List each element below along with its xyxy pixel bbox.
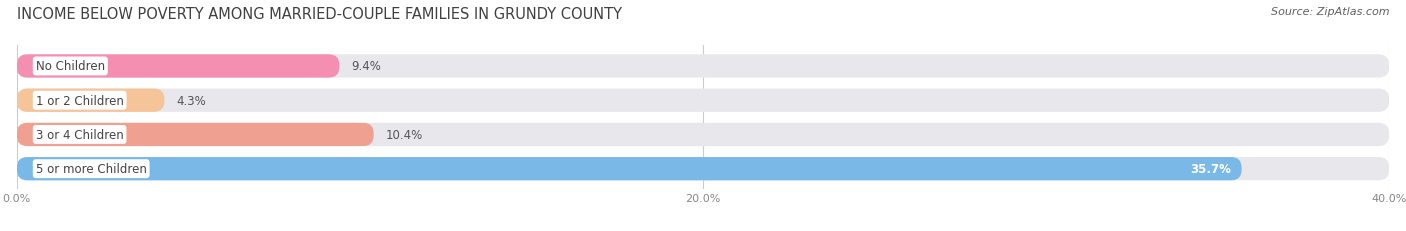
FancyBboxPatch shape <box>17 55 339 78</box>
FancyBboxPatch shape <box>17 89 1389 112</box>
Text: INCOME BELOW POVERTY AMONG MARRIED-COUPLE FAMILIES IN GRUNDY COUNTY: INCOME BELOW POVERTY AMONG MARRIED-COUPL… <box>17 7 621 22</box>
Text: 1 or 2 Children: 1 or 2 Children <box>35 94 124 107</box>
Text: No Children: No Children <box>35 60 105 73</box>
FancyBboxPatch shape <box>17 89 165 112</box>
FancyBboxPatch shape <box>17 123 1389 146</box>
Text: Source: ZipAtlas.com: Source: ZipAtlas.com <box>1271 7 1389 17</box>
Text: 4.3%: 4.3% <box>176 94 207 107</box>
FancyBboxPatch shape <box>17 157 1241 181</box>
FancyBboxPatch shape <box>17 157 1389 181</box>
Text: 10.4%: 10.4% <box>385 128 423 141</box>
Text: 5 or more Children: 5 or more Children <box>35 162 146 175</box>
Text: 3 or 4 Children: 3 or 4 Children <box>35 128 124 141</box>
Text: 35.7%: 35.7% <box>1191 162 1232 175</box>
FancyBboxPatch shape <box>17 123 374 146</box>
Text: 9.4%: 9.4% <box>352 60 381 73</box>
FancyBboxPatch shape <box>17 55 1389 78</box>
